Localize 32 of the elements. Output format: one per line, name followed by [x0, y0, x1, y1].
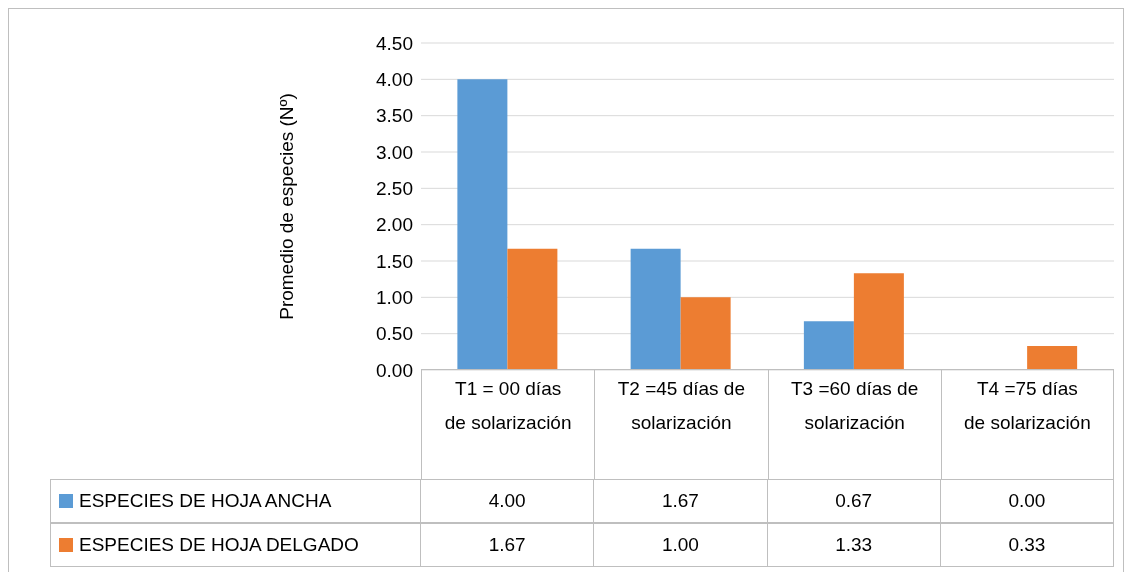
- data-label: 0.00: [940, 479, 1114, 523]
- data-label: 0.33: [940, 523, 1114, 567]
- y-tick-label: 2.00: [376, 214, 413, 236]
- y-tick-label: 3.00: [376, 141, 413, 163]
- y-tick-label: 1.00: [376, 287, 413, 309]
- legend-label: ESPECIES DE HOJA DELGADO: [79, 534, 359, 556]
- y-tick-label: 4.50: [376, 32, 413, 54]
- data-label: 4.00: [421, 479, 595, 523]
- x-tick-label: T2 =45 días de solarización: [594, 369, 768, 479]
- y-tick-label: 0.50: [376, 323, 413, 345]
- y-tick-label: 2.50: [376, 178, 413, 200]
- x-tick-label: T4 =75 días de solarización: [940, 369, 1114, 479]
- bar: [803, 321, 854, 370]
- data-label: 1.33: [767, 523, 941, 567]
- y-tick-label: 3.50: [376, 105, 413, 127]
- bar: [1027, 346, 1078, 370]
- bar: [457, 79, 508, 370]
- bar: [507, 248, 558, 370]
- bar: [680, 297, 731, 370]
- data-label: 1.00: [594, 523, 768, 567]
- data-label: 1.67: [421, 523, 595, 567]
- x-tick-label: T3 =60 días de solarización: [767, 369, 941, 479]
- y-axis-title: Promedio de especies (Nº): [275, 93, 297, 320]
- x-tick-label: T1 = 00 días de solarización: [421, 369, 595, 479]
- bar: [853, 273, 904, 370]
- legend-label: ESPECIES DE HOJA ANCHA: [79, 490, 332, 512]
- y-tick-label: 1.50: [376, 250, 413, 272]
- data-label: 1.67: [594, 479, 768, 523]
- y-tick-label: 4.00: [376, 69, 413, 91]
- y-tick-label: 0.00: [376, 359, 413, 381]
- bar: [630, 248, 681, 370]
- data-label: 0.67: [767, 479, 941, 523]
